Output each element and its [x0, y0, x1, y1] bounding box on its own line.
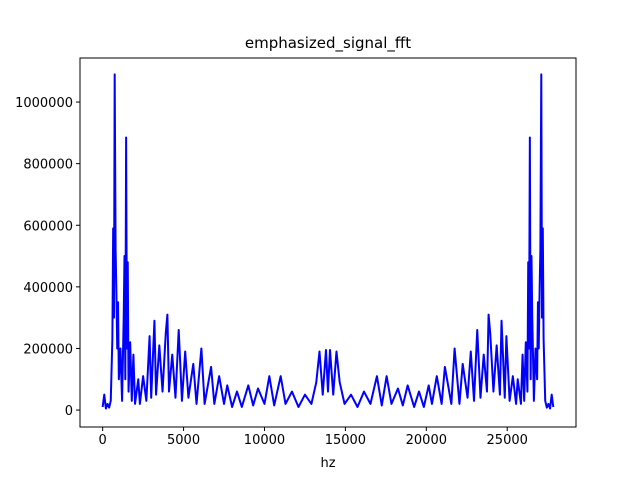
line-series	[101, 73, 555, 410]
y-tick-label: 200000	[23, 342, 73, 357]
y-tick-label: 0	[65, 404, 73, 419]
x-axis-label: hz	[320, 456, 335, 471]
y-tick-label: 800000	[23, 158, 73, 173]
x-tick-label: 25000	[487, 433, 528, 448]
x-tick-label: 0	[99, 433, 107, 448]
y-tick-label: 600000	[23, 219, 73, 234]
x-tick-label: 10000	[244, 433, 285, 448]
y-tick-label: 400000	[23, 281, 73, 296]
x-tick-label: 5000	[167, 433, 200, 448]
chart-title: emphasized_signal_fft	[245, 34, 411, 53]
x-tick-label: 20000	[406, 433, 447, 448]
y-tick-label: 1000000	[15, 96, 73, 111]
plot-frame	[79, 57, 577, 428]
x-tick-label: 15000	[325, 433, 366, 448]
